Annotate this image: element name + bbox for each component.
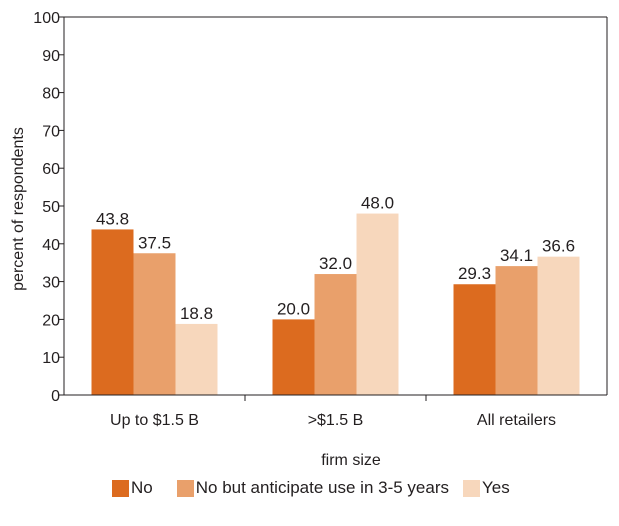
x-category-label: Up to $1.5 B <box>110 412 199 429</box>
bars: 43.8 37.5 18.8 20.0 32.0 48.0 29.3 34.1 36.6 <box>91 194 580 395</box>
legend: No No but anticipate use in 3-5 years Ye… <box>112 478 524 498</box>
bar-value-label: 36.6 <box>542 237 575 256</box>
legend-item-no: No <box>112 478 153 498</box>
y-tick-label: 100 <box>33 10 60 27</box>
bar-value-label: 37.5 <box>138 233 171 252</box>
bar <box>272 319 315 395</box>
y-tick-label: 20 <box>42 312 60 329</box>
bar <box>453 284 496 395</box>
legend-label-yes: Yes <box>482 478 510 497</box>
bar <box>175 323 218 395</box>
x-category-label: All retailers <box>477 412 556 429</box>
bar <box>133 253 176 395</box>
y-tick-label: 40 <box>42 237 60 254</box>
bar-value-label: 32.0 <box>319 254 352 273</box>
bar-value-label: 43.8 <box>96 209 129 228</box>
legend-item-anticipate: No but anticipate use in 3-5 years <box>176 478 449 498</box>
bar <box>495 266 538 395</box>
legend-label-no: No <box>131 478 153 497</box>
x-axis: Up to $1.5 B >$1.5 B All retailers <box>64 394 607 429</box>
bar-value-label: 29.3 <box>458 264 491 283</box>
bar <box>314 274 357 395</box>
bar-value-label: 20.0 <box>277 299 310 318</box>
y-tick-label: 60 <box>42 161 60 178</box>
legend-swatch-yes <box>463 479 480 497</box>
legend-swatch-anticipate <box>176 479 194 497</box>
bar <box>356 213 399 395</box>
bar <box>91 229 134 395</box>
x-category-label: >$1.5 B <box>308 412 364 429</box>
y-axis-title: percent of respondents <box>10 127 27 291</box>
x-axis-title: firm size <box>321 452 381 469</box>
bar-value-label: 34.1 <box>500 246 533 265</box>
bar-value-label: 18.8 <box>180 304 213 323</box>
y-tick-label: 90 <box>42 48 60 65</box>
y-tick-label: 10 <box>42 350 60 367</box>
y-tick-label: 50 <box>42 199 60 216</box>
legend-swatch-no <box>112 479 129 497</box>
y-tick-label: 80 <box>42 86 60 103</box>
legend-item-yes: Yes <box>463 478 510 498</box>
y-tick-label: 0 <box>51 388 60 405</box>
legend-label-anticipate: No but anticipate use in 3-5 years <box>195 478 449 497</box>
plot-frame <box>64 16 608 395</box>
y-tick-label: 30 <box>42 275 60 292</box>
y-axis: 0 10 20 30 40 50 60 70 80 90 100 <box>33 10 65 405</box>
bar <box>537 256 580 395</box>
bar-value-label: 48.0 <box>361 194 394 213</box>
y-tick-label: 70 <box>42 123 60 140</box>
